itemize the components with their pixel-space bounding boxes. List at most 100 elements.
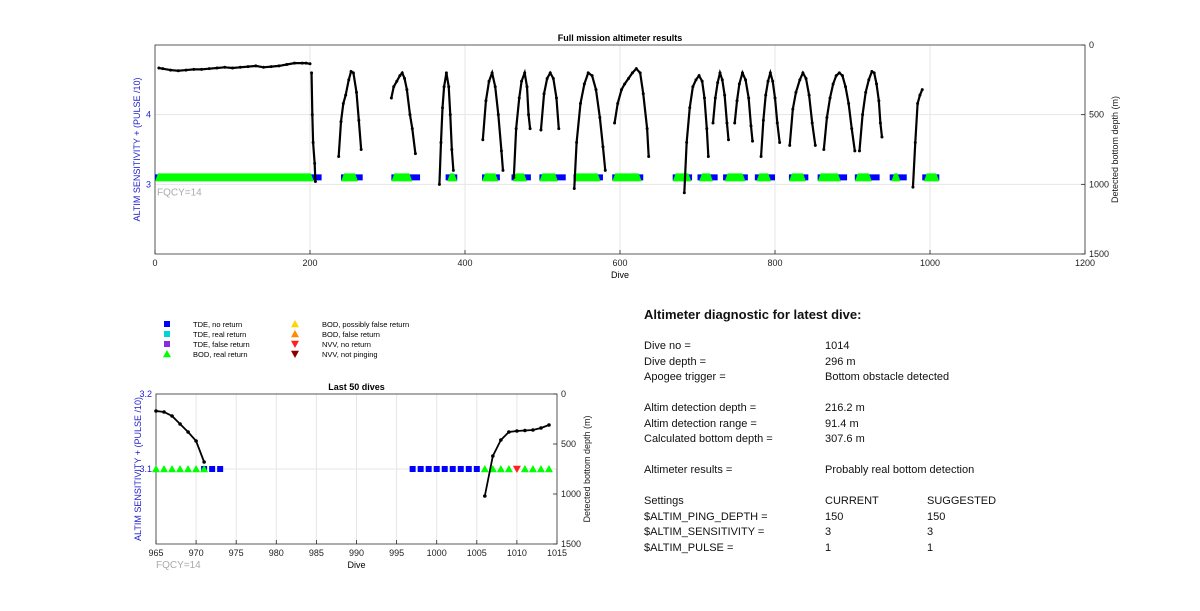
legend-symbol [291, 350, 299, 358]
bod-real-return-marker [817, 173, 841, 182]
bottom-depth-point [711, 121, 715, 125]
bod-real-return-marker [341, 173, 359, 182]
y-right-tick-label: 1000 [561, 489, 581, 499]
y-left-tick-label: 3.2 [139, 389, 152, 399]
bottom-depth-point [822, 148, 826, 151]
bottom-depth-point [339, 120, 343, 124]
bottom-depth-point [850, 127, 854, 131]
bottom-depth-line [733, 69, 754, 142]
legend-symbol [164, 341, 170, 347]
bottom-depth-point [528, 127, 532, 131]
calc-bottom-label: Calculated bottom depth = [644, 433, 773, 445]
bottom-depth-point [744, 78, 748, 82]
bod-real-return-marker [891, 173, 901, 182]
bottom-depth-point [539, 426, 543, 430]
bottom-depth-point [878, 121, 882, 125]
dive-no-value: 1014 [825, 340, 850, 352]
bottom-depth-point [357, 118, 361, 122]
y-right-tick-label: 500 [561, 439, 576, 449]
bottom-depth-point [437, 182, 441, 186]
bottom-depth-point [545, 76, 549, 80]
bottom-depth-point [547, 423, 551, 427]
bottom-depth-point [341, 102, 345, 106]
legend-symbol [291, 340, 299, 348]
legend-symbol [164, 321, 170, 327]
bottom-depth-point [355, 90, 358, 94]
bottom-depth-point [918, 93, 922, 97]
bottom-depth-point [773, 96, 777, 100]
setting-row: $ALTIM_PULSE = 1 1 [644, 542, 1164, 558]
bottom-depth-point [572, 187, 576, 191]
bottom-depth-point [788, 143, 792, 147]
bottom-depth-point [304, 61, 308, 65]
tde-no-return-marker [209, 466, 216, 472]
bottom-depth-point [875, 82, 879, 86]
bottom-depth-point [395, 79, 399, 83]
tde-no-return-marker [465, 466, 472, 472]
bottom-depth-point [254, 64, 258, 68]
x-tick-label: 995 [389, 548, 404, 558]
x-axis-label: Dive [611, 270, 629, 280]
bottom-depth-point [751, 139, 755, 143]
bottom-depth-point [499, 149, 503, 153]
bottom-depth-point [349, 69, 353, 73]
bottom-depth-point [202, 460, 206, 464]
legend-symbol [291, 320, 299, 328]
bod-real-return-marker [496, 465, 505, 473]
bottom-depth-line [539, 70, 560, 131]
bottom-depth-point [186, 430, 190, 434]
bottom-depth-point [539, 128, 543, 132]
y-right-tick-label: 0 [561, 389, 566, 399]
bottom-depth-point [392, 85, 396, 89]
bottom-depth-point [747, 96, 751, 100]
bottom-depth-point [554, 96, 558, 100]
bottom-depth-point [768, 71, 772, 75]
bod-real-return-marker [756, 173, 772, 182]
bottom-depth-point [870, 69, 874, 73]
nvv-no-return-marker [512, 465, 521, 473]
bottom-depth-point [794, 90, 798, 94]
bottom-depth-point [844, 85, 848, 89]
bottom-depth-point [641, 92, 645, 96]
results-row: Altimeter results = Probably real bottom… [644, 464, 1164, 480]
bottom-depth-point [857, 149, 861, 153]
bod-real-return-marker [788, 173, 806, 182]
bottom-depth-point [170, 414, 174, 418]
current-header: CURRENT [825, 495, 879, 507]
bottom-depth-point [623, 82, 627, 86]
bottom-depth-line [155, 410, 205, 463]
bottom-depth-point [293, 61, 296, 65]
results-label: Altimeter results = [644, 464, 733, 476]
bottom-depth-point [771, 79, 775, 83]
dive-no-label: Dive no = [644, 340, 691, 352]
bottom-depth-point [723, 93, 727, 97]
bottom-depth-point [184, 68, 188, 72]
bottom-depth-point [515, 429, 519, 433]
bottom-depth-point [682, 191, 686, 195]
bottom-depth-point [601, 145, 605, 149]
bottom-depth-point [801, 71, 805, 75]
bottom-depth-point [351, 71, 355, 75]
bottom-depth-point [853, 149, 857, 153]
x-tick-label: 1000 [427, 548, 447, 558]
bottom-depth-line [683, 73, 710, 193]
bottom-depth-point [285, 63, 289, 67]
bottom-depth-point [557, 127, 561, 131]
x-tick-label: 970 [189, 548, 204, 558]
bottom-depth-point [737, 82, 741, 86]
x-tick-label: 1015 [547, 548, 567, 558]
bottom-depth-point [483, 494, 487, 498]
bottom-depth-point [837, 71, 841, 75]
bottom-depth-point [161, 67, 165, 71]
bottom-depth-point [627, 76, 631, 80]
y-right-axis-label: Detected bottom depth (m) [582, 415, 592, 522]
bottom-depth-point [442, 85, 446, 89]
legend-label: TDE, false return [193, 340, 250, 349]
setting-name: $ALTIM_PING_DEPTH = [644, 510, 768, 523]
bod-real-return-marker [539, 173, 558, 182]
setting-suggested: 3 [927, 526, 934, 538]
chart-title: Last 50 dives [328, 382, 385, 392]
bottom-depth-point [499, 438, 503, 442]
bottom-depth-point [645, 127, 649, 131]
bottom-depth-point [200, 67, 203, 71]
